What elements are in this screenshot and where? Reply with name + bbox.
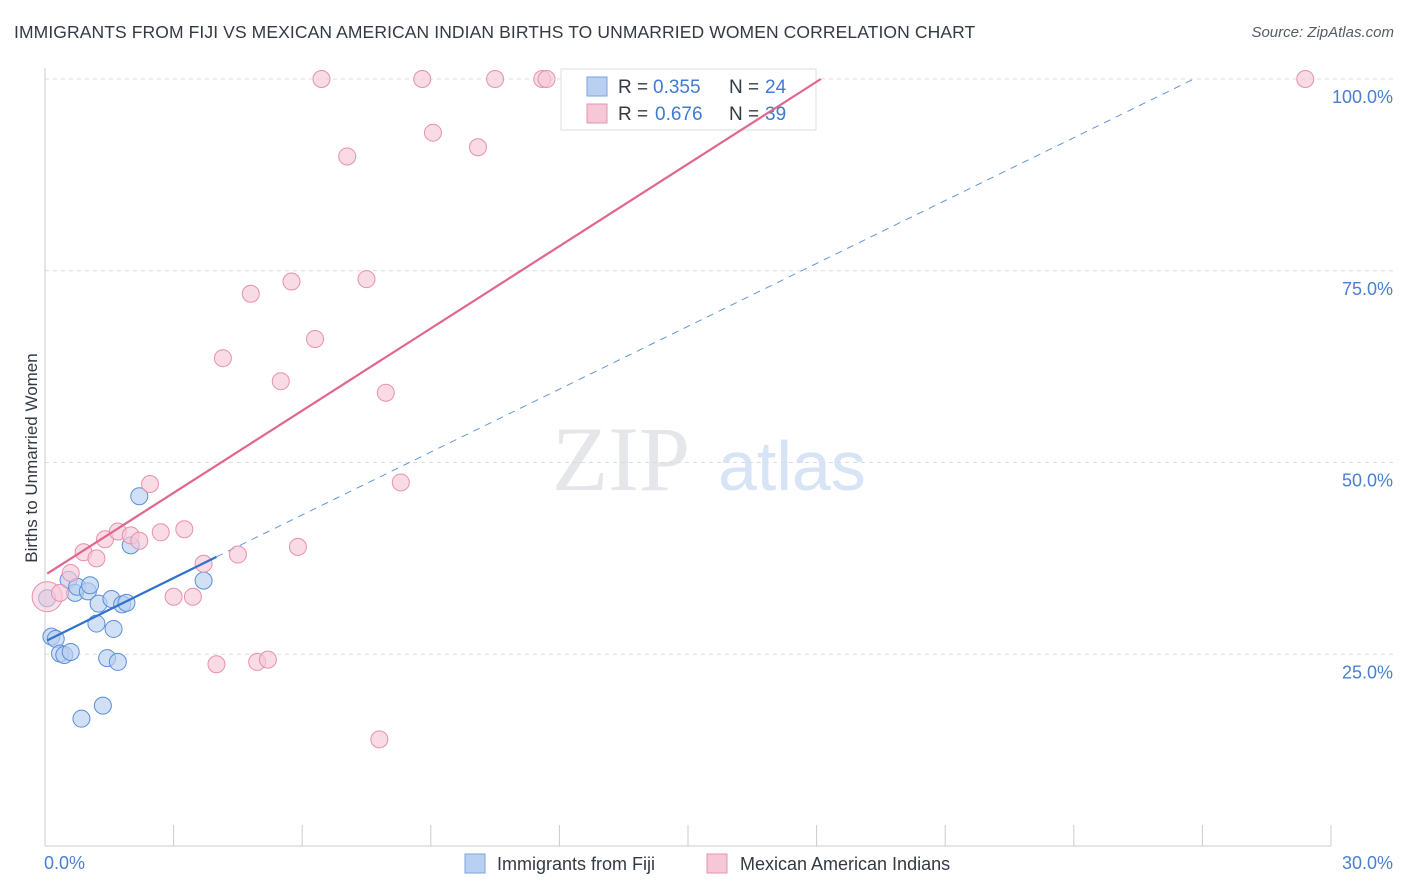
x-tick-label-left: 0.0% (44, 853, 85, 873)
point-mexican-10 (151, 523, 170, 542)
point-mexican-31 (413, 70, 432, 88)
legend-n-mexican: 39 (765, 104, 786, 125)
bottom-legend-label-fiji: Immigrants from Fiji (497, 854, 655, 874)
point-mexican-13 (183, 587, 202, 606)
point-mexican-20 (258, 650, 277, 669)
point-fiji-17 (104, 619, 123, 638)
y-axis-label: Births to Unmarried Women (22, 353, 41, 562)
legend-n-label-mexican: N = (729, 104, 759, 125)
point-mexican-32 (423, 123, 442, 142)
axes (44, 68, 1332, 847)
trend-lines (216, 78, 1195, 558)
grid-lines (45, 78, 1393, 655)
point-fiji-12 (87, 614, 106, 633)
data-points (31, 70, 1315, 749)
watermark-atlas: atlas (718, 427, 866, 505)
x-tick-label-right: 30.0% (1342, 853, 1393, 873)
point-mexican-38 (1296, 70, 1315, 88)
point-mexican-36 (537, 70, 556, 88)
trend-line-mexican (46, 78, 822, 575)
point-mexican-25 (312, 70, 331, 88)
y-tick-label-50: 50.0% (1342, 471, 1393, 491)
watermark-zip: ZIP (552, 408, 690, 510)
point-mexican-23 (288, 537, 307, 556)
y-tick-labels: 25.0% 50.0% 75.0% 100.0% (1332, 87, 1393, 682)
y-tick-label-25: 25.0% (1342, 662, 1393, 682)
y-tick-label-75: 75.0% (1342, 279, 1393, 299)
point-mexican-4 (87, 549, 106, 568)
legend-n-label-fiji: N = (729, 77, 759, 98)
point-mexican-9 (141, 474, 160, 493)
point-mexican-26 (338, 147, 357, 166)
legend: R = 0.355 N = 24 R = 0.676 N = 39 (560, 68, 817, 131)
point-mexican-24 (306, 330, 325, 349)
point-mexican-27 (357, 270, 376, 289)
point-mexican-11 (164, 587, 183, 606)
point-fiji-6 (61, 642, 80, 661)
point-mexican-15 (207, 655, 226, 674)
point-fiji-20 (117, 593, 136, 612)
legend-r-fiji: 0.355 (653, 77, 701, 98)
point-fiji-23 (194, 571, 213, 590)
point-mexican-22 (282, 272, 301, 291)
legend-swatch-fiji (586, 76, 608, 97)
point-mexican-18 (241, 284, 260, 303)
point-mexican-30 (391, 473, 410, 492)
point-mexican-21 (271, 372, 290, 391)
bottom-legend-swatch-mexican (706, 853, 728, 874)
point-mexican-34 (486, 70, 505, 88)
legend-swatch-mexican (586, 103, 608, 124)
legend-r-mexican: 0.676 (655, 104, 703, 125)
point-mexican-8 (130, 531, 149, 550)
bottom-legend-label-mexican: Mexican American Indians (740, 854, 950, 874)
legend-r-label-mexican: R = (618, 104, 648, 125)
point-fiji-14 (93, 696, 112, 715)
point-fiji-11 (81, 576, 100, 595)
point-fiji-22 (130, 487, 149, 506)
point-mexican-17 (228, 545, 247, 564)
source-label: Source: ZipAtlas.com (1251, 24, 1394, 41)
point-mexican-28 (370, 730, 389, 749)
trend-line-dashed-0 (216, 78, 1195, 558)
point-fiji-18 (108, 652, 127, 671)
legend-n-fiji: 24 (765, 77, 787, 98)
point-mexican-2 (61, 563, 80, 582)
chart-title: IMMIGRANTS FROM FIJI VS MEXICAN AMERICAN… (14, 22, 976, 42)
point-mexican-33 (468, 138, 487, 157)
legend-r-label-fiji: R = (618, 77, 648, 98)
point-fiji-9 (72, 709, 91, 728)
bottom-legend: Immigrants from Fiji Mexican American In… (464, 853, 950, 874)
point-mexican-1 (51, 583, 70, 602)
point-mexican-12 (175, 520, 194, 539)
trend-line-fiji (46, 555, 217, 642)
point-mexican-29 (376, 383, 395, 402)
bottom-legend-swatch-fiji (464, 853, 486, 874)
y-tick-label-100: 100.0% (1332, 87, 1393, 107)
point-mexican-16 (213, 349, 232, 368)
